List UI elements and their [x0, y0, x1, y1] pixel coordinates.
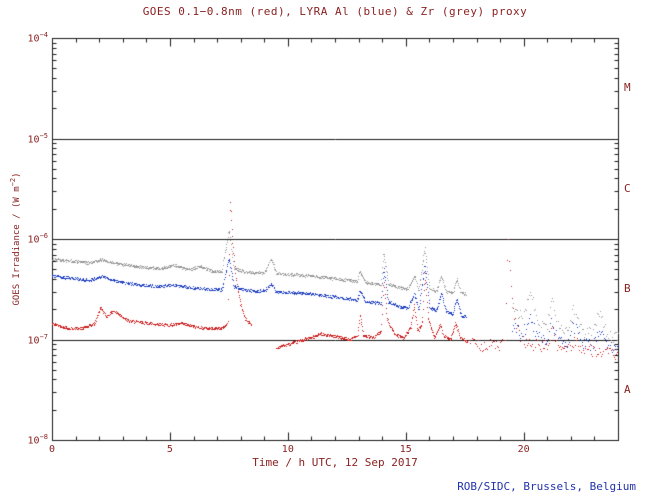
y-axis-label-exponent: −2 [9, 177, 17, 187]
y-axis-label-text: GOES Irradiance / (W m [12, 186, 22, 306]
y-tick-label: 10−4 [27, 31, 48, 45]
x-tick-label: 10 [281, 444, 294, 455]
flare-class-label: C [624, 181, 631, 195]
x-axis-label: Time / h UTC, 12 Sep 2017 [252, 456, 418, 469]
y-axis-label-close: ) [12, 172, 22, 178]
y-tick-label: 10−6 [27, 232, 48, 246]
y-tick-label: 10−7 [27, 332, 48, 346]
chart-title: GOES 0.1−0.8nm (red), LYRA Al (blue) & Z… [142, 5, 528, 18]
flare-class-label: M [624, 81, 631, 95]
x-tick-label: 15 [399, 444, 412, 455]
y-tick-label: 10−5 [27, 131, 48, 145]
x-tick-label: 20 [517, 444, 530, 455]
flare-class-label: A [624, 382, 631, 396]
x-tick-label: 0 [48, 444, 56, 455]
y-tick-label: 10−8 [27, 433, 48, 447]
credit-text: ROB/SIDC, Brussels, Belgium [457, 480, 636, 493]
flare-class-label: B [624, 282, 631, 296]
x-tick-label: 5 [166, 444, 173, 455]
